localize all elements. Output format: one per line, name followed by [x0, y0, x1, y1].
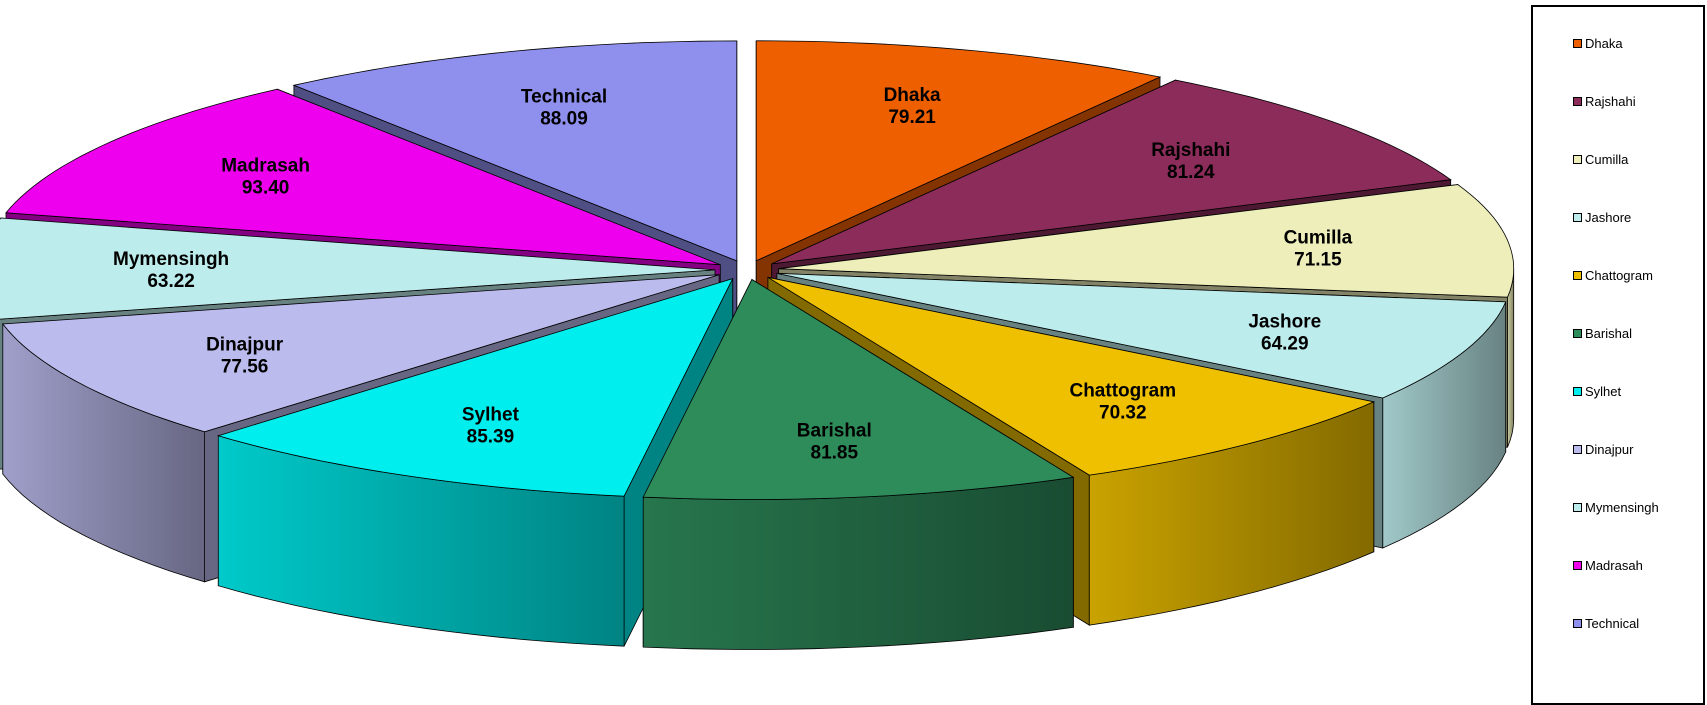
- dhaka-slice: [755, 40, 1162, 262]
- mymensingh-category-label: Mymensingh: [113, 249, 229, 270]
- sylhet-category-label: Sylhet: [462, 404, 520, 425]
- legend-swatch-cumilla: [1573, 154, 1582, 164]
- jashore-slice: [776, 273, 1507, 399]
- legend-swatch-chattogram: [1573, 270, 1582, 280]
- legend-swatch-mymensingh: [1573, 502, 1582, 512]
- mymensingh-slice: [0, 217, 716, 320]
- legend-swatch-jashore: [1573, 212, 1582, 222]
- legend-label-rajshahi: Rajshahi: [1585, 93, 1636, 109]
- legend-swatch-barishal: [1573, 328, 1582, 338]
- legend-label-cumilla: Cumilla: [1585, 151, 1629, 167]
- legend-label-dhaka: Dhaka: [1585, 35, 1623, 51]
- legend-item-dhaka: Dhaka: [1573, 33, 1623, 53]
- legend-label-dinajpur: Dinajpur: [1585, 441, 1634, 457]
- rajshahi-value-label: 81.24: [1167, 162, 1215, 183]
- legend-item-sylhet: Sylhet: [1573, 381, 1621, 401]
- legend-swatch-rajshahi: [1573, 96, 1582, 106]
- cumilla-category-label: Cumilla: [1284, 227, 1353, 248]
- technical-category-label: Technical: [521, 87, 607, 108]
- legend-swatch-sylhet: [1573, 386, 1582, 396]
- dhaka-category-label: Dhaka: [884, 85, 941, 106]
- legend-label-barishal: Barishal: [1585, 325, 1632, 341]
- legend-item-chattogram: Chattogram: [1573, 265, 1653, 285]
- jashore-value-label: 64.29: [1261, 334, 1309, 355]
- legend-item-mymensingh: Mymensingh: [1573, 497, 1659, 517]
- legend-swatch-dhaka: [1573, 38, 1582, 48]
- legend-label-jashore: Jashore: [1585, 209, 1632, 225]
- legend-item-technical: Technical: [1573, 613, 1639, 633]
- legend-label-technical: Technical: [1585, 615, 1640, 631]
- legend-item-jashore: Jashore: [1573, 207, 1631, 227]
- barishal-slice-wall: [642, 476, 1074, 650]
- legend-swatch-technical: [1573, 618, 1582, 628]
- legend-swatch-madrasah: [1573, 560, 1582, 570]
- dinajpur-category-label: Dinajpur: [206, 334, 284, 355]
- legend-item-barishal: Barishal: [1573, 323, 1632, 343]
- chattogram-slice: [767, 276, 1376, 476]
- legend-label-madrasah: Madrasah: [1585, 557, 1643, 573]
- technical-value-label: 88.09: [540, 109, 588, 130]
- technical-slice: [292, 40, 738, 262]
- madrasah-category-label: Madrasah: [221, 155, 310, 176]
- barishal-category-label: Barishal: [797, 420, 872, 441]
- cumilla-value-label: 71.15: [1294, 249, 1342, 270]
- legend-label-chattogram: Chattogram: [1585, 267, 1653, 283]
- sylhet-slice: [216, 277, 734, 497]
- rajshahi-slice: [771, 79, 1452, 265]
- chattogram-category-label: Chattogram: [1069, 381, 1176, 402]
- dinajpur-value-label: 77.56: [221, 356, 269, 377]
- legend-label-mymensingh: Mymensingh: [1585, 499, 1659, 515]
- madrasah-value-label: 93.40: [242, 177, 290, 198]
- sylhet-value-label: 85.39: [467, 426, 515, 447]
- dinajpur-slice: [2, 274, 720, 433]
- chattogram-value-label: 70.32: [1099, 403, 1147, 424]
- legend-item-cumilla: Cumilla: [1573, 149, 1628, 169]
- legend-item-dinajpur: Dinajpur: [1573, 439, 1633, 459]
- legend-swatch-dinajpur: [1573, 444, 1582, 454]
- legend-label-sylhet: Sylhet: [1585, 383, 1622, 399]
- mymensingh-value-label: 63.22: [147, 271, 195, 292]
- legend-item-rajshahi: Rajshahi: [1573, 91, 1636, 111]
- chart-legend: Dhaka Rajshahi Cumilla Jashore Chattogram Bar…: [1531, 5, 1705, 705]
- pie-chart: Dhaka 79.21 Rajshahi 81.24 Cumilla 71.15 Jasho…: [0, 40, 1515, 650]
- rajshahi-category-label: Rajshahi: [1151, 140, 1230, 161]
- cumilla-slice: [778, 184, 1515, 298]
- legend-item-madrasah: Madrasah: [1573, 555, 1643, 575]
- madrasah-slice: [5, 88, 721, 266]
- dhaka-value-label: 79.21: [888, 107, 936, 128]
- barishal-slice: [642, 278, 1075, 500]
- jashore-category-label: Jashore: [1248, 312, 1321, 333]
- barishal-value-label: 81.85: [811, 442, 859, 463]
